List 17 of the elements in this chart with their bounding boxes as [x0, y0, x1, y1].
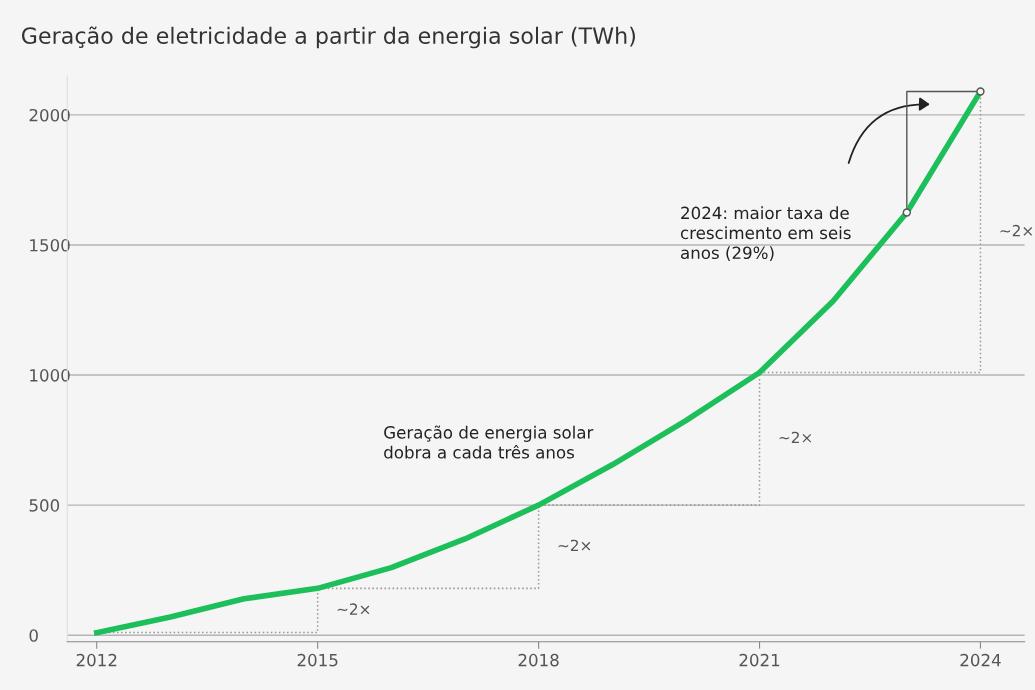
- annotation: Geração de energia solar dobra a cada três anos: [384, 425, 594, 459]
- annotation: ~2×: [337, 603, 370, 615]
- x-tick-label: 2024: [960, 653, 1001, 667]
- x-tick-label: 2015: [297, 653, 338, 667]
- y-tick-label: 500: [29, 499, 60, 512]
- y-tick-label: 1000: [30, 369, 70, 382]
- y-tick-label: 1500: [30, 238, 70, 252]
- chart-title: Geração de eletricidade a partir da energia solar (TWh): [21, 26, 635, 49]
- x-tick-label: 2012: [76, 653, 117, 667]
- annotation: 2024: maior taxa de crescimento em seis anos (29%): [680, 206, 851, 262]
- annotation: ~2×: [1000, 224, 1033, 237]
- y-tick-label: 2000: [29, 108, 70, 122]
- annotation: ~2×: [558, 539, 591, 551]
- y-tick-label: 0: [29, 629, 38, 642]
- x-tick-label: 2021: [739, 653, 780, 667]
- x-tick-label: 2018: [518, 653, 559, 667]
- annotation: ~2×: [779, 431, 812, 444]
